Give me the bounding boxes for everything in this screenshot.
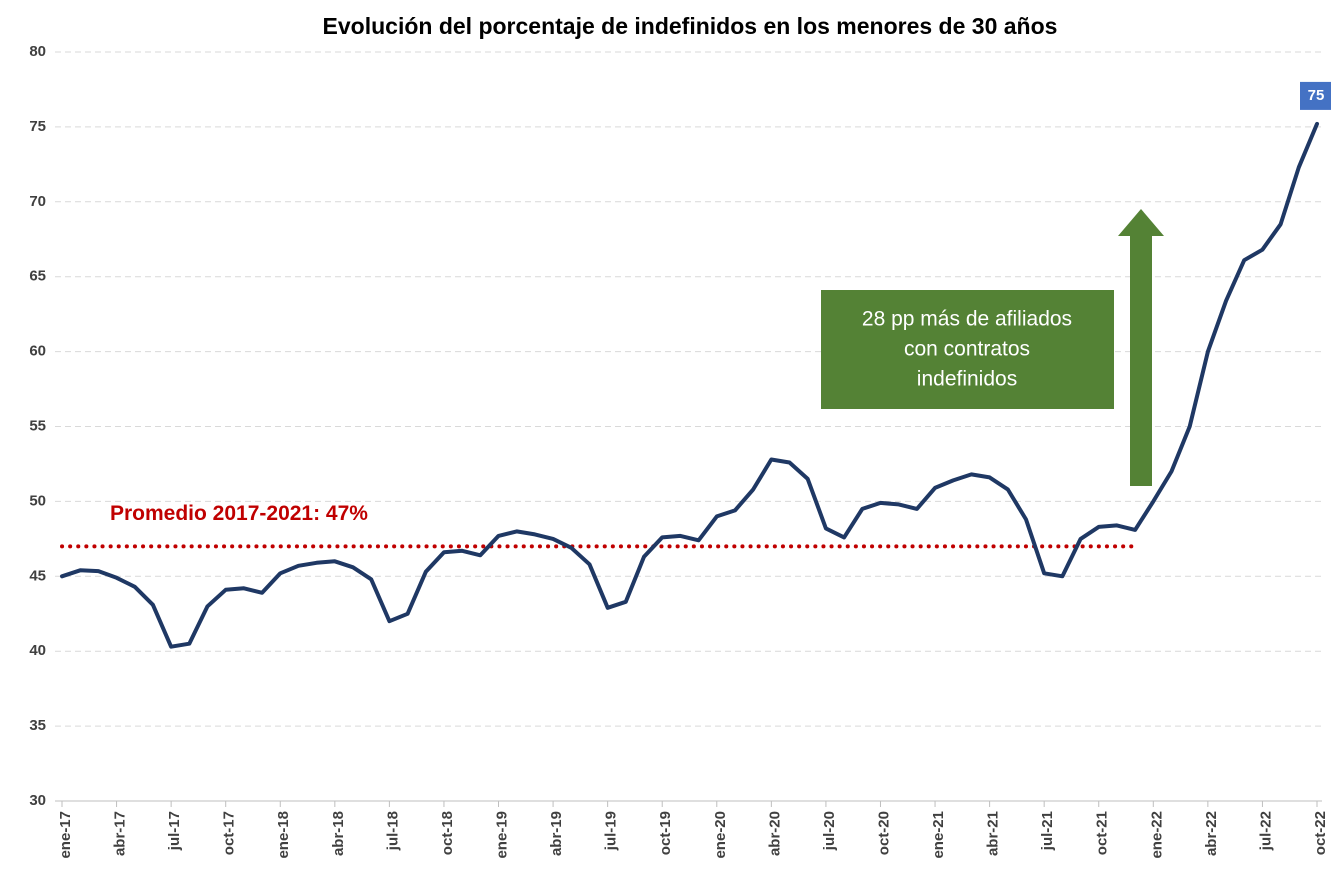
y-tick-label: 55 bbox=[29, 417, 46, 434]
y-tick-label: 60 bbox=[29, 343, 46, 360]
y-tick-label: 40 bbox=[29, 642, 46, 659]
x-tick-label: jul-21 bbox=[1039, 811, 1056, 851]
data-label: 75 bbox=[1308, 87, 1325, 104]
x-tick-label: oct-22 bbox=[1312, 811, 1329, 855]
x-tick-label: abr-19 bbox=[548, 811, 565, 856]
arrow-head bbox=[1118, 209, 1164, 236]
y-tick-label: 50 bbox=[29, 492, 46, 509]
y-tick-label: 70 bbox=[29, 193, 46, 210]
data-label-box bbox=[1300, 81, 1331, 110]
y-tick-label: 80 bbox=[29, 43, 46, 60]
x-tick-label: oct-17 bbox=[221, 811, 238, 855]
x-tick-label: ene-18 bbox=[275, 811, 292, 859]
y-tick-label: 75 bbox=[29, 118, 46, 135]
annotation-text: con contratos bbox=[904, 338, 1030, 361]
y-tick-label: 30 bbox=[29, 792, 46, 809]
y-tick-label: 35 bbox=[29, 717, 46, 734]
x-tick-label: ene-21 bbox=[930, 811, 947, 859]
x-tick-label: ene-22 bbox=[1148, 811, 1165, 859]
x-tick-label: ene-19 bbox=[493, 811, 510, 859]
x-tick-label: jul-18 bbox=[384, 811, 401, 851]
chart-title: Evolución del porcentaje de indefinidos … bbox=[323, 13, 1058, 39]
arrow-shaft bbox=[1130, 232, 1152, 486]
x-tick-label: jul-22 bbox=[1257, 811, 1274, 851]
x-tick-label: abr-17 bbox=[112, 811, 129, 856]
y-tick-label: 45 bbox=[29, 567, 46, 584]
x-tick-label: oct-18 bbox=[439, 811, 456, 855]
x-tick-label: abr-20 bbox=[766, 811, 783, 856]
x-tick-label: ene-20 bbox=[712, 811, 729, 859]
annotation-text: 28 pp más de afiliados bbox=[862, 308, 1072, 331]
x-tick-label: abr-22 bbox=[1203, 811, 1220, 856]
x-tick-label: oct-20 bbox=[875, 811, 892, 855]
x-tick-label: jul-19 bbox=[603, 811, 620, 851]
x-tick-label: abr-18 bbox=[330, 811, 347, 856]
average-label: Promedio 2017-2021: 47% bbox=[110, 502, 368, 525]
annotation-text: indefinidos bbox=[917, 368, 1017, 391]
x-tick-label: oct-21 bbox=[1094, 811, 1111, 855]
y-tick-label: 65 bbox=[29, 268, 46, 285]
x-tick-label: jul-17 bbox=[166, 811, 183, 851]
x-tick-label: jul-20 bbox=[821, 811, 838, 851]
x-tick-label: abr-21 bbox=[985, 811, 1002, 856]
x-tick-label: ene-17 bbox=[57, 811, 74, 859]
line-series bbox=[60, 121, 1319, 649]
annotation-box bbox=[821, 290, 1114, 409]
x-tick-label: oct-19 bbox=[657, 811, 674, 855]
